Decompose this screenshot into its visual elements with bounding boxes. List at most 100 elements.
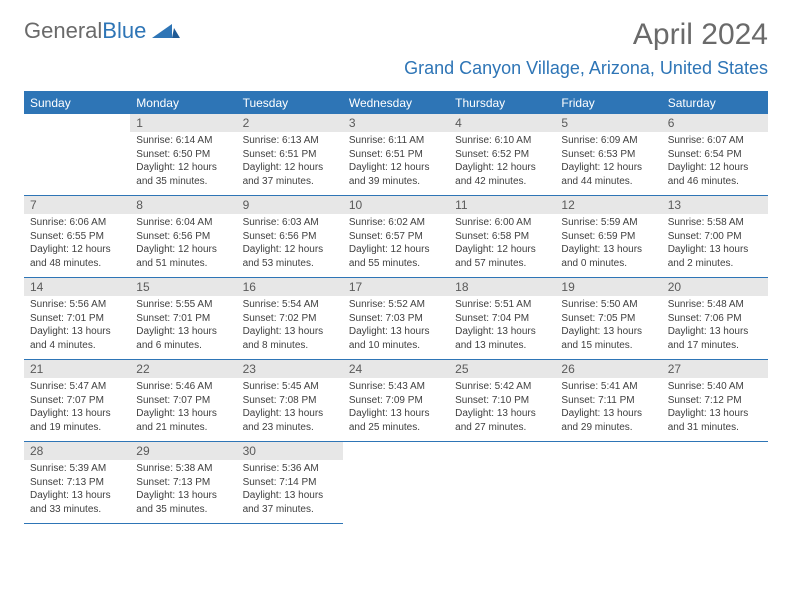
empty-cell [24, 114, 130, 196]
weekday-header: Thursday [449, 92, 555, 114]
day-cell: 4Sunrise: 6:10 AMSunset: 6:52 PMDaylight… [449, 114, 555, 196]
day-cell: 13Sunrise: 5:58 AMSunset: 7:00 PMDayligh… [662, 196, 768, 278]
day-cell: 7Sunrise: 6:06 AMSunset: 6:55 PMDaylight… [24, 196, 130, 278]
location: Grand Canyon Village, Arizona, United St… [404, 58, 768, 79]
day-details: Sunrise: 5:48 AMSunset: 7:06 PMDaylight:… [662, 296, 768, 356]
weekday-header: Sunday [24, 92, 130, 114]
day-number: 17 [343, 278, 449, 296]
logo-icon [152, 20, 180, 43]
day-number: 27 [662, 360, 768, 378]
day-cell: 26Sunrise: 5:41 AMSunset: 7:11 PMDayligh… [555, 360, 661, 442]
day-cell: 15Sunrise: 5:55 AMSunset: 7:01 PMDayligh… [130, 278, 236, 360]
day-details: Sunrise: 5:38 AMSunset: 7:13 PMDaylight:… [130, 460, 236, 520]
day-cell: 2Sunrise: 6:13 AMSunset: 6:51 PMDaylight… [237, 114, 343, 196]
day-number: 25 [449, 360, 555, 378]
day-cell: 23Sunrise: 5:45 AMSunset: 7:08 PMDayligh… [237, 360, 343, 442]
day-details: Sunrise: 6:02 AMSunset: 6:57 PMDaylight:… [343, 214, 449, 274]
day-number: 30 [237, 442, 343, 460]
day-number: 23 [237, 360, 343, 378]
day-cell: 28Sunrise: 5:39 AMSunset: 7:13 PMDayligh… [24, 442, 130, 524]
calendar-grid: SundayMondayTuesdayWednesdayThursdayFrid… [24, 91, 768, 524]
day-details: Sunrise: 5:45 AMSunset: 7:08 PMDaylight:… [237, 378, 343, 438]
weekday-header: Tuesday [237, 92, 343, 114]
day-cell: 25Sunrise: 5:42 AMSunset: 7:10 PMDayligh… [449, 360, 555, 442]
day-cell: 29Sunrise: 5:38 AMSunset: 7:13 PMDayligh… [130, 442, 236, 524]
day-cell: 22Sunrise: 5:46 AMSunset: 7:07 PMDayligh… [130, 360, 236, 442]
day-number: 1 [130, 114, 236, 132]
day-cell: 5Sunrise: 6:09 AMSunset: 6:53 PMDaylight… [555, 114, 661, 196]
day-cell: 12Sunrise: 5:59 AMSunset: 6:59 PMDayligh… [555, 196, 661, 278]
day-details: Sunrise: 5:36 AMSunset: 7:14 PMDaylight:… [237, 460, 343, 520]
day-details: Sunrise: 5:50 AMSunset: 7:05 PMDaylight:… [555, 296, 661, 356]
title-block: April 2024 Grand Canyon Village, Arizona… [404, 18, 768, 79]
day-details: Sunrise: 5:39 AMSunset: 7:13 PMDaylight:… [24, 460, 130, 520]
day-details: Sunrise: 5:46 AMSunset: 7:07 PMDaylight:… [130, 378, 236, 438]
day-details: Sunrise: 5:56 AMSunset: 7:01 PMDaylight:… [24, 296, 130, 356]
day-details: Sunrise: 6:11 AMSunset: 6:51 PMDaylight:… [343, 132, 449, 192]
day-number: 24 [343, 360, 449, 378]
day-number: 8 [130, 196, 236, 214]
day-number: 10 [343, 196, 449, 214]
day-number: 15 [130, 278, 236, 296]
day-cell: 3Sunrise: 6:11 AMSunset: 6:51 PMDaylight… [343, 114, 449, 196]
day-number: 13 [662, 196, 768, 214]
day-details: Sunrise: 6:14 AMSunset: 6:50 PMDaylight:… [130, 132, 236, 192]
day-details: Sunrise: 5:47 AMSunset: 7:07 PMDaylight:… [24, 378, 130, 438]
month-title: April 2024 [404, 18, 768, 52]
day-details: Sunrise: 6:07 AMSunset: 6:54 PMDaylight:… [662, 132, 768, 192]
day-details: Sunrise: 5:43 AMSunset: 7:09 PMDaylight:… [343, 378, 449, 438]
empty-cell [555, 442, 661, 524]
day-details: Sunrise: 6:09 AMSunset: 6:53 PMDaylight:… [555, 132, 661, 192]
day-cell: 20Sunrise: 5:48 AMSunset: 7:06 PMDayligh… [662, 278, 768, 360]
day-cell: 30Sunrise: 5:36 AMSunset: 7:14 PMDayligh… [237, 442, 343, 524]
day-number: 22 [130, 360, 236, 378]
weekday-header: Friday [555, 92, 661, 114]
day-number: 18 [449, 278, 555, 296]
day-details: Sunrise: 6:04 AMSunset: 6:56 PMDaylight:… [130, 214, 236, 274]
empty-cell [662, 442, 768, 524]
day-cell: 17Sunrise: 5:52 AMSunset: 7:03 PMDayligh… [343, 278, 449, 360]
logo-part1: General [24, 18, 102, 43]
day-details: Sunrise: 6:13 AMSunset: 6:51 PMDaylight:… [237, 132, 343, 192]
weekday-header: Saturday [662, 92, 768, 114]
weekday-header: Monday [130, 92, 236, 114]
day-cell: 27Sunrise: 5:40 AMSunset: 7:12 PMDayligh… [662, 360, 768, 442]
day-cell: 1Sunrise: 6:14 AMSunset: 6:50 PMDaylight… [130, 114, 236, 196]
day-details: Sunrise: 6:03 AMSunset: 6:56 PMDaylight:… [237, 214, 343, 274]
day-details: Sunrise: 5:42 AMSunset: 7:10 PMDaylight:… [449, 378, 555, 438]
day-cell: 19Sunrise: 5:50 AMSunset: 7:05 PMDayligh… [555, 278, 661, 360]
weekday-header: Wednesday [343, 92, 449, 114]
day-number: 28 [24, 442, 130, 460]
day-number: 7 [24, 196, 130, 214]
day-number: 26 [555, 360, 661, 378]
day-number: 11 [449, 196, 555, 214]
logo-part2: Blue [102, 18, 146, 43]
day-number: 9 [237, 196, 343, 214]
day-cell: 10Sunrise: 6:02 AMSunset: 6:57 PMDayligh… [343, 196, 449, 278]
logo-text: GeneralBlue [24, 18, 146, 44]
day-cell: 8Sunrise: 6:04 AMSunset: 6:56 PMDaylight… [130, 196, 236, 278]
day-details: Sunrise: 6:06 AMSunset: 6:55 PMDaylight:… [24, 214, 130, 274]
day-number: 19 [555, 278, 661, 296]
day-number: 4 [449, 114, 555, 132]
day-cell: 11Sunrise: 6:00 AMSunset: 6:58 PMDayligh… [449, 196, 555, 278]
day-number: 6 [662, 114, 768, 132]
empty-cell [449, 442, 555, 524]
day-details: Sunrise: 5:51 AMSunset: 7:04 PMDaylight:… [449, 296, 555, 356]
day-cell: 16Sunrise: 5:54 AMSunset: 7:02 PMDayligh… [237, 278, 343, 360]
day-number: 3 [343, 114, 449, 132]
day-details: Sunrise: 5:40 AMSunset: 7:12 PMDaylight:… [662, 378, 768, 438]
day-cell: 14Sunrise: 5:56 AMSunset: 7:01 PMDayligh… [24, 278, 130, 360]
day-details: Sunrise: 5:58 AMSunset: 7:00 PMDaylight:… [662, 214, 768, 274]
day-number: 21 [24, 360, 130, 378]
day-details: Sunrise: 6:10 AMSunset: 6:52 PMDaylight:… [449, 132, 555, 192]
day-cell: 9Sunrise: 6:03 AMSunset: 6:56 PMDaylight… [237, 196, 343, 278]
day-details: Sunrise: 5:59 AMSunset: 6:59 PMDaylight:… [555, 214, 661, 274]
day-number: 14 [24, 278, 130, 296]
day-number: 12 [555, 196, 661, 214]
day-details: Sunrise: 5:52 AMSunset: 7:03 PMDaylight:… [343, 296, 449, 356]
day-number: 16 [237, 278, 343, 296]
day-cell: 6Sunrise: 6:07 AMSunset: 6:54 PMDaylight… [662, 114, 768, 196]
empty-cell [343, 442, 449, 524]
day-cell: 24Sunrise: 5:43 AMSunset: 7:09 PMDayligh… [343, 360, 449, 442]
